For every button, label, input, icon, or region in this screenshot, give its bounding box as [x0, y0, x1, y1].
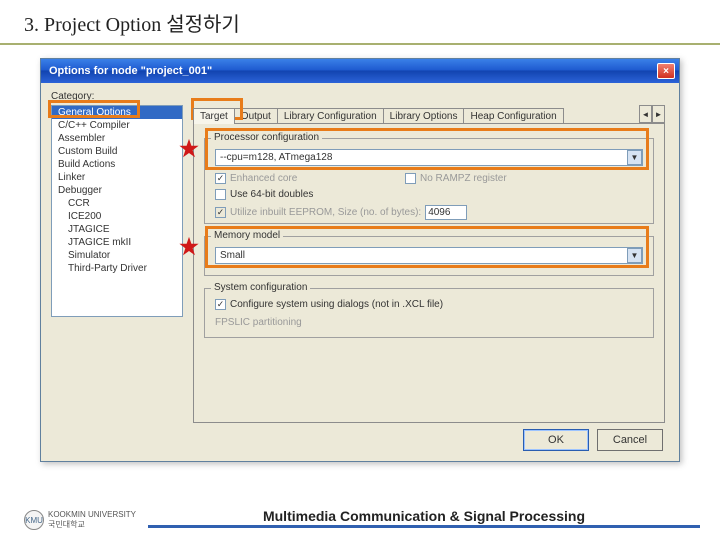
category-item[interactable]: Third-Party Driver — [52, 262, 182, 275]
options-dialog: Options for node "project_001" × Categor… — [40, 58, 680, 462]
use-64bit-label: Use 64-bit doubles — [230, 189, 313, 200]
tab-target[interactable]: Target — [193, 108, 235, 124]
category-list[interactable]: General OptionsC/C++ CompilerAssemblerCu… — [51, 105, 183, 317]
memory-model-group: Memory model Small ▼ — [204, 236, 654, 276]
slide-title: 3. Project Option 설정하기 — [24, 8, 720, 37]
category-item[interactable]: Build Actions — [52, 158, 182, 171]
category-item[interactable]: General Options — [52, 106, 182, 119]
eeprom-size-field[interactable]: 4096 — [425, 205, 467, 220]
system-config-group: System configuration ✓ Configure system … — [204, 288, 654, 338]
chevron-down-icon: ▼ — [627, 150, 642, 165]
category-item[interactable]: Simulator — [52, 249, 182, 262]
eeprom-label: Utilize inbuilt EEPROM, Size (no. of byt… — [230, 207, 421, 218]
dialog-body: Category: General OptionsC/C++ CompilerA… — [41, 83, 679, 461]
category-item[interactable]: Custom Build — [52, 145, 182, 158]
tab-library-configuration[interactable]: Library Configuration — [277, 108, 384, 124]
processor-config-legend: Processor configuration — [211, 132, 322, 143]
slide-logo: KMU KOOKMIN UNIVERSITY 국민대학교 — [24, 510, 136, 530]
titlebar: Options for node "project_001" × — [41, 59, 679, 83]
processor-value: --cpu=m128, ATmega128 — [220, 152, 332, 163]
enhanced-core-checkbox[interactable]: ✓ — [215, 173, 226, 184]
eeprom-checkbox[interactable]: ✓ — [215, 207, 226, 218]
tabstrip: TargetOutputLibrary ConfigurationLibrary… — [193, 105, 665, 124]
logo-text-top: KOOKMIN UNIVERSITY — [48, 510, 136, 519]
tab-library-options[interactable]: Library Options — [383, 108, 465, 124]
fpslic-label: FPSLIC partitioning — [215, 317, 302, 328]
category-item[interactable]: CCR — [52, 197, 182, 210]
chevron-down-icon: ▼ — [627, 248, 642, 263]
category-label: Category: — [51, 91, 94, 102]
tab-scroll-right-icon[interactable]: ► — [652, 105, 665, 123]
category-item[interactable]: C/C++ Compiler — [52, 119, 182, 132]
category-item[interactable]: Debugger — [52, 184, 182, 197]
category-item[interactable]: ICE200 — [52, 210, 182, 223]
config-dialogs-checkbox[interactable]: ✓ — [215, 299, 226, 310]
tab-scroll[interactable]: ◄ ► — [639, 105, 665, 123]
processor-config-group: Processor configuration --cpu=m128, ATme… — [204, 138, 654, 224]
cancel-button[interactable]: Cancel — [597, 429, 663, 451]
close-icon: × — [663, 66, 669, 77]
system-config-legend: System configuration — [211, 282, 310, 293]
target-tab-panel: Processor configuration --cpu=m128, ATme… — [193, 123, 665, 423]
memory-combo[interactable]: Small ▼ — [215, 247, 643, 264]
slide-footer: Multimedia Communication & Signal Proces… — [148, 506, 700, 528]
tab-output[interactable]: Output — [234, 108, 278, 124]
category-item[interactable]: JTAGICE mkII — [52, 236, 182, 249]
no-rampz-checkbox[interactable] — [405, 173, 416, 184]
logo-text-bottom: 국민대학교 — [48, 519, 136, 530]
config-dialogs-label: Configure system using dialogs (not in .… — [230, 299, 443, 310]
category-item[interactable]: Assembler — [52, 132, 182, 145]
processor-combo[interactable]: --cpu=m128, ATmega128 ▼ — [215, 149, 643, 166]
tab-scroll-left-icon[interactable]: ◄ — [639, 105, 652, 123]
memory-value: Small — [220, 250, 245, 261]
logo-badge: KMU — [24, 510, 44, 530]
tab-heap-configuration[interactable]: Heap Configuration — [463, 108, 563, 124]
ok-button[interactable]: OK — [523, 429, 589, 451]
use-64bit-checkbox[interactable] — [215, 189, 226, 200]
window-title: Options for node "project_001" — [49, 65, 212, 77]
no-rampz-label: No RAMPZ register — [420, 173, 507, 184]
category-item[interactable]: JTAGICE — [52, 223, 182, 236]
memory-model-legend: Memory model — [211, 230, 283, 241]
category-item[interactable]: Linker — [52, 171, 182, 184]
close-button[interactable]: × — [657, 63, 675, 79]
enhanced-core-label: Enhanced core — [230, 173, 297, 184]
